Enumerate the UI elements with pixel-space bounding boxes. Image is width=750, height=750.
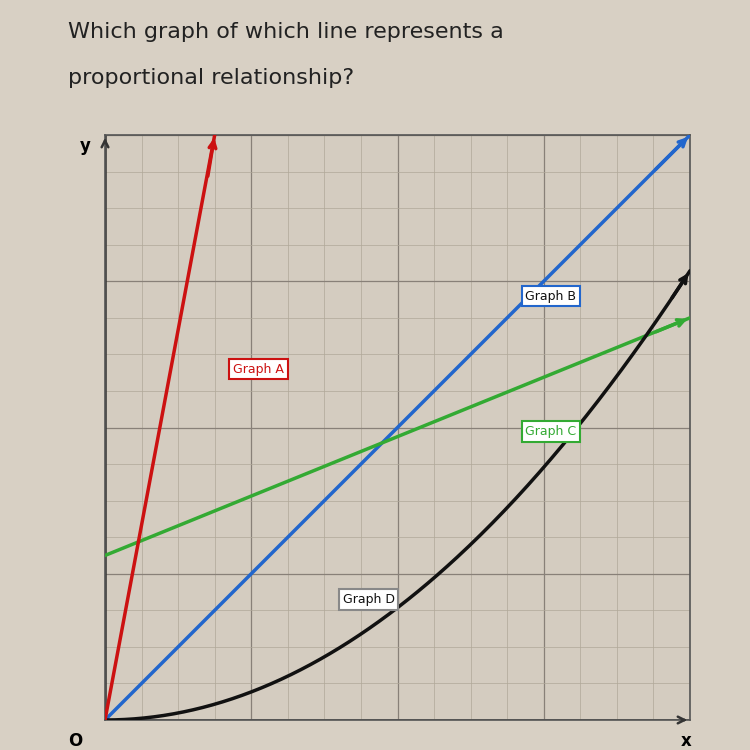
Text: Graph A: Graph A — [233, 363, 284, 376]
Text: Graph D: Graph D — [343, 593, 394, 606]
Text: Graph C: Graph C — [526, 424, 577, 438]
Text: y: y — [80, 137, 90, 155]
Text: Which graph of which line represents a: Which graph of which line represents a — [68, 22, 503, 43]
Text: proportional relationship?: proportional relationship? — [68, 68, 354, 88]
Text: Graph B: Graph B — [526, 290, 577, 302]
Text: x: x — [681, 731, 692, 749]
Text: O: O — [68, 731, 82, 749]
